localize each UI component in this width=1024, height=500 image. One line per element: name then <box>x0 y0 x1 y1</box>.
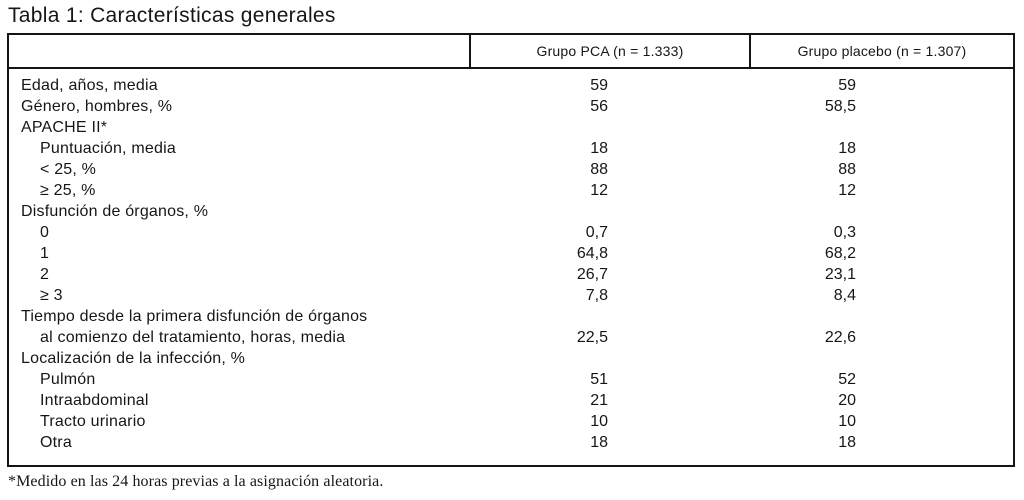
cell-placebo <box>749 201 1013 222</box>
cell-placebo: 18 <box>838 434 856 451</box>
row-label: Edad, años, media <box>21 77 158 94</box>
table-row: ≥ 3 7,8 8,4 <box>9 285 1013 306</box>
row-label: ≥ 3 <box>40 287 63 304</box>
table-body: Edad, años, media 59 59 Género, hombres,… <box>9 69 1013 453</box>
cell-placebo: 59 <box>838 77 856 94</box>
header-label-column <box>9 35 469 67</box>
cell-placebo: 8,4 <box>833 287 856 304</box>
cell-pca: 18 <box>590 140 608 157</box>
table-row: 2 26,7 23,1 <box>9 264 1013 285</box>
row-label: Pulmón <box>40 371 96 388</box>
row-label: Intraabdominal <box>40 392 149 409</box>
row-label: Puntuación, media <box>40 140 176 157</box>
cell-placebo: 12 <box>838 182 856 199</box>
cell-placebo: 52 <box>838 371 856 388</box>
cell-placebo <box>749 348 1013 369</box>
cell-placebo: 22,6 <box>824 329 856 346</box>
row-label: < 25, % <box>40 161 97 178</box>
table-row: 1 64,8 68,2 <box>9 243 1013 264</box>
table-row: 0 0,7 0,3 <box>9 222 1013 243</box>
table-row: Pulmón 51 52 <box>9 369 1013 390</box>
characteristics-table: Grupo PCA (n = 1.333) Grupo placebo (n =… <box>7 33 1015 467</box>
cell-pca: 0,7 <box>585 224 608 241</box>
row-label: Tracto urinario <box>40 413 146 430</box>
cell-pca: 10 <box>590 413 608 430</box>
row-label: ≥ 25, % <box>40 182 96 199</box>
row-label: al comienzo del tratamiento, horas, medi… <box>40 329 346 346</box>
cell-placebo <box>749 117 1013 138</box>
cell-placebo: 88 <box>838 161 856 178</box>
table-row: al comienzo del tratamiento, horas, medi… <box>9 327 1013 348</box>
table-row: APACHE II* <box>9 117 1013 138</box>
row-label: Otra <box>40 434 72 451</box>
table-row: Otra 18 18 <box>9 432 1013 453</box>
cell-placebo: 23,1 <box>824 266 856 283</box>
cell-pca: 26,7 <box>576 266 608 283</box>
row-label: 1 <box>40 245 50 262</box>
cell-placebo: 10 <box>838 413 856 430</box>
cell-pca: 22,5 <box>576 329 608 346</box>
table-row: ≥ 25, % 12 12 <box>9 180 1013 201</box>
cell-pca <box>469 348 749 369</box>
table-row: Tracto urinario 10 10 <box>9 411 1013 432</box>
row-label: Disfunción de órganos, % <box>21 203 209 220</box>
cell-pca: 59 <box>590 77 608 94</box>
table-row: < 25, % 88 88 <box>9 159 1013 180</box>
table-row: Intraabdominal 21 20 <box>9 390 1013 411</box>
cell-placebo: 0,3 <box>833 224 856 241</box>
cell-pca <box>469 306 749 327</box>
table-row: Tiempo desde la primera disfunción de ór… <box>9 306 1013 327</box>
cell-pca: 56 <box>590 98 608 115</box>
row-label: Localización de la infección, % <box>21 350 246 367</box>
table-row: Localización de la infección, % <box>9 348 1013 369</box>
cell-pca: 7,8 <box>585 287 608 304</box>
row-label: Género, hombres, % <box>21 98 173 115</box>
table-row: Edad, años, media 59 59 <box>9 75 1013 96</box>
header-placebo-column: Grupo placebo (n = 1.307) <box>749 35 1013 67</box>
cell-pca: 51 <box>590 371 608 388</box>
cell-pca <box>469 117 749 138</box>
row-label: Tiempo desde la primera disfunción de ór… <box>21 308 368 325</box>
table-footnote: *Medido en las 24 horas previas a la asi… <box>8 473 384 490</box>
cell-placebo: 20 <box>838 392 856 409</box>
table-header-row: Grupo PCA (n = 1.333) Grupo placebo (n =… <box>9 35 1013 69</box>
table-title: Tabla 1: Características generales <box>8 4 336 27</box>
cell-placebo: 18 <box>838 140 856 157</box>
row-label: 2 <box>40 266 50 283</box>
cell-pca: 64,8 <box>576 245 608 262</box>
cell-pca: 18 <box>590 434 608 451</box>
cell-pca: 88 <box>590 161 608 178</box>
cell-pca: 12 <box>590 182 608 199</box>
cell-pca: 21 <box>590 392 608 409</box>
table-row: Puntuación, media 18 18 <box>9 138 1013 159</box>
row-label: APACHE II* <box>21 119 108 136</box>
cell-placebo <box>749 306 1013 327</box>
table-row: Disfunción de órganos, % <box>9 201 1013 222</box>
header-pca-column: Grupo PCA (n = 1.333) <box>469 35 749 67</box>
cell-placebo: 58,5 <box>824 98 856 115</box>
cell-pca <box>469 201 749 222</box>
table-row: Género, hombres, % 56 58,5 <box>9 96 1013 117</box>
row-label: 0 <box>40 224 50 241</box>
cell-placebo: 68,2 <box>824 245 856 262</box>
